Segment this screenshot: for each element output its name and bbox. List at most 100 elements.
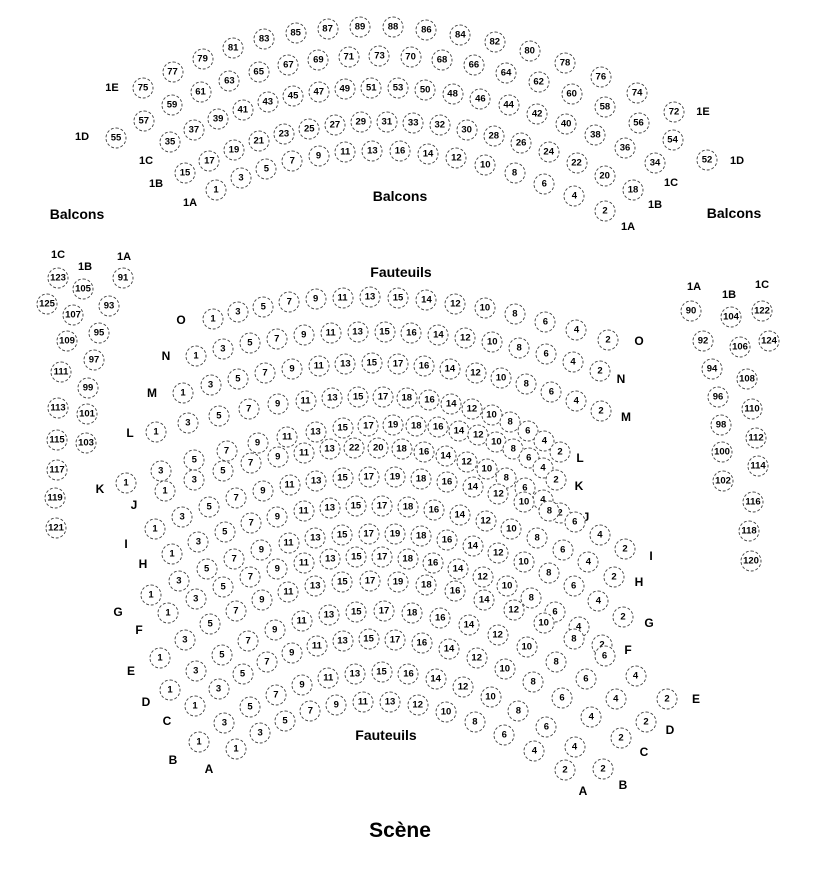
- seat[interactable]: 119: [44, 487, 66, 509]
- seat[interactable]: 2: [635, 711, 657, 733]
- seat[interactable]: 6: [563, 575, 585, 597]
- seat[interactable]: 14: [427, 324, 449, 346]
- seat[interactable]: 12: [472, 566, 494, 588]
- seat[interactable]: 17: [384, 629, 406, 651]
- seat[interactable]: 2: [603, 566, 625, 588]
- seat[interactable]: 68: [431, 49, 453, 71]
- seat[interactable]: 3: [208, 678, 230, 700]
- seat[interactable]: 19: [384, 466, 406, 488]
- seat[interactable]: 12: [475, 510, 497, 532]
- seat[interactable]: 13: [305, 421, 327, 443]
- seat[interactable]: 43: [257, 91, 279, 113]
- seat[interactable]: 1: [205, 179, 227, 201]
- seat[interactable]: 5: [208, 405, 230, 427]
- seat[interactable]: 3: [183, 469, 205, 491]
- seat[interactable]: 11: [291, 610, 313, 632]
- seat[interactable]: 17: [373, 600, 395, 622]
- seat[interactable]: 12: [503, 599, 525, 621]
- seat[interactable]: 2: [589, 360, 611, 382]
- seat[interactable]: 15: [345, 495, 367, 517]
- seat[interactable]: 33: [402, 112, 424, 134]
- seat[interactable]: 69: [307, 49, 329, 71]
- seat[interactable]: 16: [418, 389, 440, 411]
- seat[interactable]: 123: [47, 267, 69, 289]
- seat[interactable]: 11: [306, 635, 328, 657]
- seat[interactable]: 5: [227, 368, 249, 390]
- seat[interactable]: 11: [334, 141, 356, 163]
- seat[interactable]: 15: [345, 546, 367, 568]
- seat[interactable]: 13: [347, 321, 369, 343]
- seat[interactable]: 99: [77, 377, 99, 399]
- seat[interactable]: 11: [320, 322, 342, 344]
- seat[interactable]: 17: [198, 150, 220, 172]
- seat[interactable]: 95: [88, 322, 110, 344]
- seat[interactable]: 2: [549, 441, 571, 463]
- seat[interactable]: 13: [344, 663, 366, 685]
- seat[interactable]: 10: [476, 458, 498, 480]
- seat[interactable]: 81: [222, 37, 244, 59]
- seat[interactable]: 14: [473, 589, 495, 611]
- seat[interactable]: 6: [594, 645, 616, 667]
- seat[interactable]: 6: [535, 716, 557, 738]
- seat[interactable]: 7: [237, 630, 259, 652]
- seat[interactable]: 82: [484, 31, 506, 53]
- seat[interactable]: 12: [456, 451, 478, 473]
- seat[interactable]: 8: [538, 562, 560, 584]
- seat[interactable]: 18: [397, 496, 419, 518]
- seat[interactable]: 53: [387, 77, 409, 99]
- seat[interactable]: 71: [338, 46, 360, 68]
- seat[interactable]: 26: [510, 132, 532, 154]
- seat[interactable]: 10: [481, 331, 503, 353]
- seat[interactable]: 14: [417, 143, 439, 164]
- seat[interactable]: 11: [276, 426, 298, 448]
- seat[interactable]: 5: [183, 449, 205, 471]
- seat[interactable]: 9: [266, 558, 288, 580]
- seat[interactable]: 17: [387, 353, 409, 375]
- seat[interactable]: 124: [758, 330, 780, 352]
- seat[interactable]: 10: [480, 686, 502, 708]
- seat[interactable]: 104: [720, 306, 742, 328]
- seat[interactable]: 13: [304, 575, 326, 597]
- seat[interactable]: 125: [36, 293, 58, 315]
- seat[interactable]: 11: [293, 552, 315, 574]
- seat[interactable]: 48: [442, 83, 464, 105]
- seat[interactable]: 5: [239, 696, 261, 718]
- seat[interactable]: 1: [159, 679, 181, 701]
- seat[interactable]: 60: [561, 83, 583, 105]
- seat[interactable]: 115: [46, 429, 68, 451]
- seat[interactable]: 120: [740, 550, 762, 572]
- seat[interactable]: 88: [382, 16, 404, 38]
- seat[interactable]: 62: [528, 71, 550, 93]
- seat[interactable]: 16: [429, 607, 451, 629]
- seat[interactable]: 57: [133, 110, 155, 132]
- seat[interactable]: 47: [308, 81, 330, 103]
- seat[interactable]: 64: [495, 62, 517, 84]
- seat[interactable]: 17: [371, 546, 393, 568]
- seat[interactable]: 4: [589, 524, 611, 546]
- seat[interactable]: 7: [266, 328, 288, 350]
- seat[interactable]: 34: [644, 152, 666, 174]
- seat[interactable]: 25: [298, 118, 320, 140]
- seat[interactable]: 52: [696, 149, 718, 171]
- seat[interactable]: 13: [319, 548, 341, 570]
- seat[interactable]: 107: [62, 304, 84, 326]
- seat[interactable]: 11: [293, 442, 315, 464]
- seat[interactable]: 15: [332, 417, 354, 439]
- seat[interactable]: 3: [200, 374, 222, 396]
- seat[interactable]: 4: [563, 185, 585, 207]
- seat[interactable]: 96: [707, 386, 729, 408]
- seat[interactable]: 58: [594, 96, 616, 118]
- seat[interactable]: 12: [407, 694, 429, 716]
- seat[interactable]: 7: [238, 398, 260, 420]
- seat[interactable]: 14: [415, 289, 437, 311]
- seat[interactable]: 93: [98, 295, 120, 317]
- seat[interactable]: 38: [584, 124, 606, 146]
- seat[interactable]: 18: [396, 387, 418, 409]
- seat[interactable]: 11: [308, 355, 330, 377]
- seat[interactable]: 7: [299, 700, 321, 722]
- seat[interactable]: 1: [154, 480, 176, 502]
- seat[interactable]: 19: [384, 523, 406, 545]
- seat[interactable]: 42: [526, 103, 548, 125]
- seat[interactable]: 15: [358, 628, 380, 650]
- seat[interactable]: 8: [504, 303, 526, 325]
